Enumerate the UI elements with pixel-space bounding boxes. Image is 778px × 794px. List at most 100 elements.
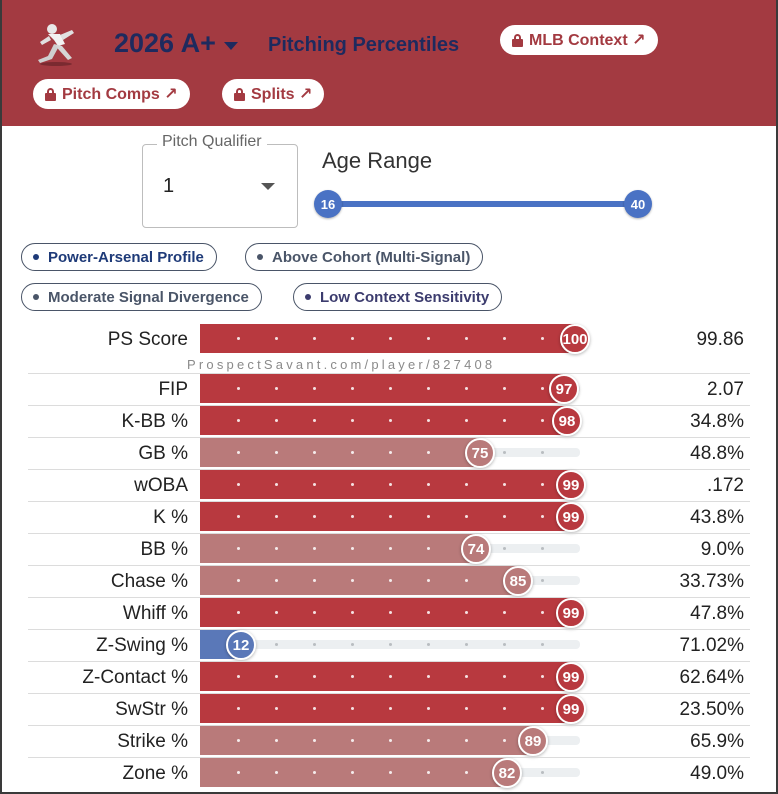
- percentile-ticks: [200, 707, 580, 710]
- tick-dot: [275, 739, 278, 742]
- bullet-icon: [33, 294, 39, 300]
- tick-dot: [351, 579, 354, 582]
- tick-dot: [313, 337, 316, 340]
- tick-dot: [389, 515, 392, 518]
- metric-value: 34.8%: [690, 411, 744, 432]
- tick-dot: [541, 707, 544, 710]
- percentile-bar: [200, 534, 477, 563]
- row-divider: [28, 693, 750, 694]
- age-range-max-handle[interactable]: 40: [624, 190, 652, 218]
- tick-dot: [237, 547, 240, 550]
- tick-dot: [275, 643, 278, 646]
- tick-dot: [541, 675, 544, 678]
- tag-chip: Above Cohort (Multi-Signal): [245, 243, 484, 271]
- tick-dot: [465, 579, 468, 582]
- tick-dot: [427, 337, 430, 340]
- percentile-bar: [200, 694, 572, 723]
- tick-dot: [351, 643, 354, 646]
- tick-dot: [275, 451, 278, 454]
- tick-dot: [389, 707, 392, 710]
- tick-dot: [351, 387, 354, 390]
- percentile-bar: [200, 758, 508, 787]
- metric-value: 33.73%: [679, 571, 744, 592]
- row-divider: [28, 629, 750, 630]
- percentile-bar: [200, 470, 572, 499]
- tag-chip: Moderate Signal Divergence: [21, 283, 262, 311]
- tick-dot: [465, 515, 468, 518]
- tag-chip: Power-Arsenal Profile: [21, 243, 217, 271]
- tick-dot: [351, 515, 354, 518]
- percentile-bar: [200, 502, 572, 531]
- tick-dot: [427, 419, 430, 422]
- age-range-min-handle[interactable]: 16: [314, 190, 342, 218]
- tick-dot: [275, 707, 278, 710]
- percentile-bar: [200, 406, 568, 435]
- tick-dot: [503, 547, 506, 550]
- tick-dot: [389, 579, 392, 582]
- percentile-ticks: [200, 387, 580, 390]
- tick-dot: [427, 579, 430, 582]
- metric-row: Strike % 89 65.9%: [2, 725, 776, 757]
- tick-dot: [427, 643, 430, 646]
- percentile-badge: 82: [492, 758, 522, 788]
- lock-icon: [45, 87, 56, 101]
- tick-dot: [541, 387, 544, 390]
- tag-chip: Low Context Sensitivity: [293, 283, 503, 311]
- percentile-badge: 85: [503, 566, 533, 596]
- metric-name: GB %: [138, 443, 188, 464]
- metric-value: 43.8%: [690, 507, 744, 528]
- percentile-ticks: [200, 419, 580, 422]
- tick-dot: [427, 387, 430, 390]
- page-title: Pitching Percentiles: [268, 34, 460, 56]
- tick-dot: [427, 675, 430, 678]
- tick-dot: [389, 451, 392, 454]
- age-range-track[interactable]: [328, 201, 638, 207]
- tick-dot: [313, 547, 316, 550]
- pitch-comps-button[interactable]: Pitch Comps ↗: [33, 79, 190, 109]
- tick-dot: [275, 675, 278, 678]
- tick-dot: [465, 483, 468, 486]
- tick-dot: [389, 675, 392, 678]
- tick-dot: [503, 611, 506, 614]
- season-label: 2026 A+: [114, 28, 216, 58]
- tick-dot: [503, 739, 506, 742]
- tick-dot: [465, 739, 468, 742]
- tick-dot: [313, 643, 316, 646]
- tick-dot: [313, 579, 316, 582]
- splits-button[interactable]: Splits ↗: [222, 79, 325, 109]
- tick-dot: [427, 547, 430, 550]
- tick-dot: [427, 707, 430, 710]
- metric-name: Zone %: [122, 763, 188, 784]
- tick-dot: [541, 579, 544, 582]
- percentile-ticks: [200, 515, 580, 518]
- tick-dot: [389, 483, 392, 486]
- season-selector[interactable]: 2026 A+: [114, 28, 238, 59]
- pitch-qualifier-select[interactable]: Pitch Qualifier 1: [142, 133, 298, 228]
- tick-dot: [351, 771, 354, 774]
- tick-dot: [237, 771, 240, 774]
- percentile-badge: 12: [226, 630, 256, 660]
- tick-dot: [465, 771, 468, 774]
- watermark: ProspectSavant.com/player/827408: [187, 357, 496, 372]
- percentile-ticks: [200, 483, 580, 486]
- age-range-label: Age Range: [322, 148, 433, 173]
- percentile-badge: 99: [556, 502, 586, 532]
- tick-dot: [541, 419, 544, 422]
- tick-dot: [541, 611, 544, 614]
- metric-value: 71.02%: [679, 635, 744, 656]
- tick-dot: [503, 483, 506, 486]
- tag-label: Power-Arsenal Profile: [48, 248, 204, 266]
- tick-dot: [313, 483, 316, 486]
- dropdown-caret-icon: [261, 183, 275, 190]
- percentile-ticks: [200, 771, 580, 774]
- tick-dot: [351, 707, 354, 710]
- tick-dot: [541, 451, 544, 454]
- lock-icon: [234, 87, 245, 101]
- percentile-badge: 99: [556, 694, 586, 724]
- metric-name: BB %: [140, 539, 188, 560]
- tick-dot: [503, 707, 506, 710]
- tick-dot: [237, 483, 240, 486]
- metric-row: BB % 74 9.0%: [2, 533, 776, 565]
- mlb-context-button[interactable]: MLB Context ↗: [500, 25, 658, 55]
- row-divider: [28, 437, 750, 438]
